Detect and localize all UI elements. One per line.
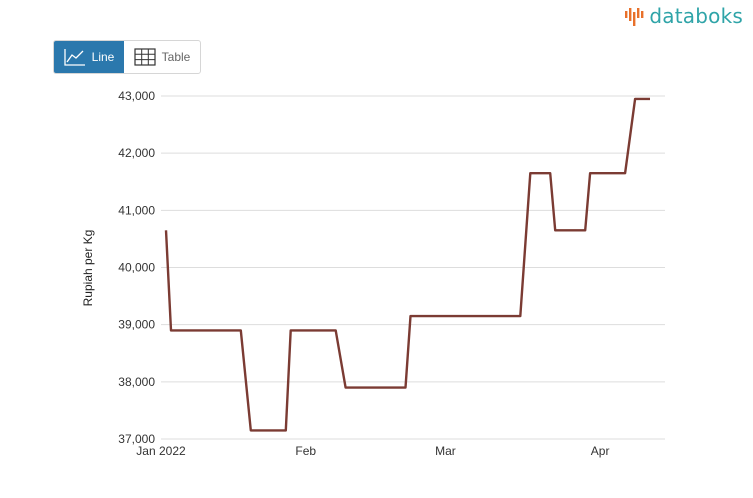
y-tick-label: 41,000 xyxy=(118,203,155,217)
y-axis-ticks: 37,000 38,000 39,000 40,000 41,000 42,000 43,0… xyxy=(118,89,155,446)
brand-logo: databoks xyxy=(624,4,743,28)
y-tick-label: 38,000 xyxy=(118,375,155,389)
databoks-logo-icon xyxy=(625,8,644,26)
y-tick-label: 43,000 xyxy=(118,89,155,103)
table-view-label: Table xyxy=(161,50,191,64)
view-toggle: Line Table xyxy=(53,40,201,74)
table-view-button[interactable]: Table xyxy=(124,41,200,73)
x-tick-label: Jan 2022 xyxy=(136,444,186,458)
y-tick-label: 37,000 xyxy=(118,432,155,446)
x-axis-ticks: Jan 2022 Feb Mar Apr xyxy=(136,444,609,458)
x-tick-label: Apr xyxy=(591,444,610,458)
y-tick-label: 39,000 xyxy=(118,318,155,332)
brand-name: databoks xyxy=(649,4,743,28)
gridlines xyxy=(161,95,665,440)
series-line xyxy=(164,97,650,432)
line-chart-icon xyxy=(64,49,85,66)
line-view-button[interactable]: Line xyxy=(54,41,124,73)
table-grid-icon xyxy=(134,48,156,66)
x-tick-label: Mar xyxy=(435,444,456,458)
line-view-label: Line xyxy=(91,50,115,64)
series-group xyxy=(164,97,651,432)
y-tick-label: 42,000 xyxy=(118,146,155,160)
y-axis-label: Rupiah per Kg xyxy=(81,230,95,307)
x-tick-label: Feb xyxy=(295,444,316,458)
y-tick-label: 40,000 xyxy=(118,261,155,275)
